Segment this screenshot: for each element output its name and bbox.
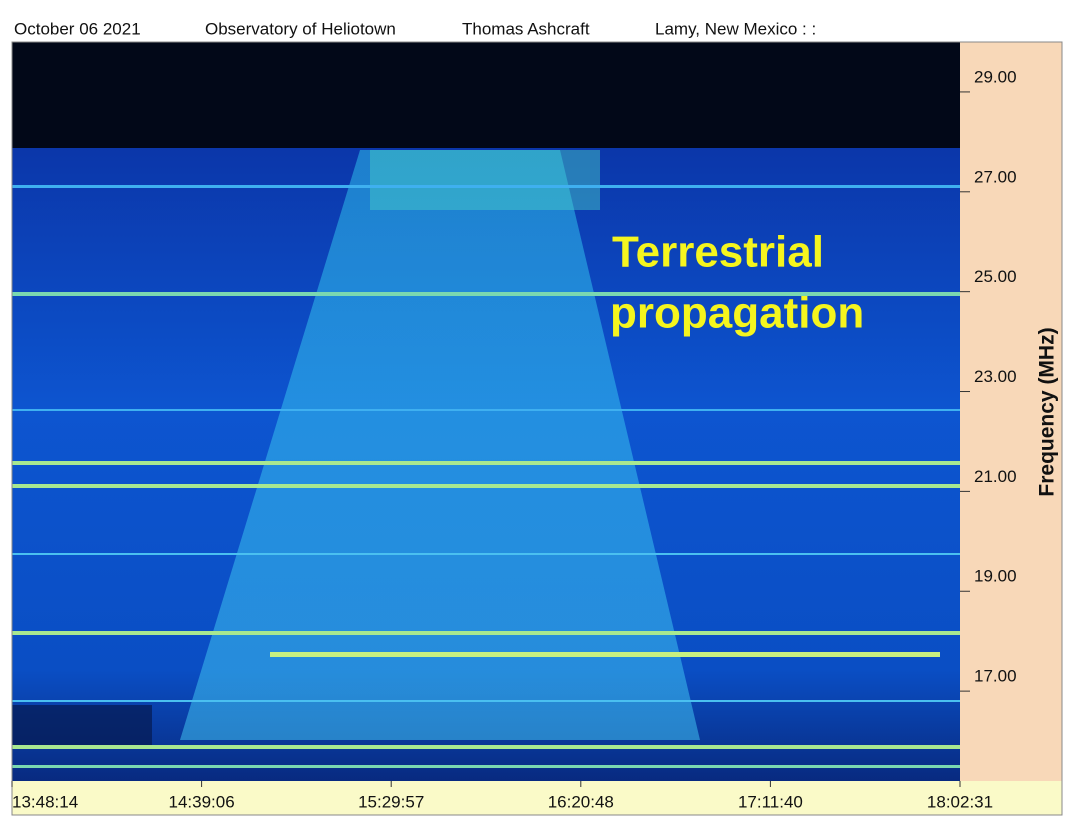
signal-line [12,765,960,768]
y-tick-label: 25.00 [974,267,1017,286]
y-tick-label: 23.00 [974,367,1017,386]
signal-line [12,745,960,749]
signal-line [12,553,960,555]
signal-line [12,461,960,465]
x-tick-label: 18:02:31 [927,792,993,811]
signal-line [12,700,960,702]
signal-line [270,652,940,657]
x-tick-label: 13:48:14 [12,792,78,811]
signal-line [12,185,960,188]
signal-line [12,409,960,411]
screenshot: October 06 2021 Observatory of Heliotown… [0,0,1078,821]
spectrogram [12,42,960,781]
y-tick-label: 19.00 [974,567,1017,586]
signal-line [12,631,960,635]
signal-line [12,484,960,488]
header-observer: Thomas Ashcraft [462,19,590,38]
annotation: Terrestrial [612,228,824,277]
x-tick-label: 15:29:57 [358,792,424,811]
x-tick-label: 16:20:48 [548,792,614,811]
x-tick-label: 14:39:06 [169,792,235,811]
y-tick-label: 17.00 [974,667,1017,686]
header-date: October 06 2021 [14,19,141,38]
burst [370,150,600,210]
header-observatory: Observatory of Heliotown [205,19,396,38]
y-tick-label: 29.00 [974,67,1017,86]
header-location: Lamy, New Mexico : : [655,19,816,38]
annotation: propagation [610,289,864,338]
dark-band [12,42,960,148]
dark-patch [12,705,152,745]
x-tick-label: 17:11:40 [738,792,803,811]
y-tick-label: 27.00 [974,167,1017,186]
y-axis-label: Frequency (MHz) [1036,327,1059,496]
y-tick-label: 21.00 [974,467,1017,486]
